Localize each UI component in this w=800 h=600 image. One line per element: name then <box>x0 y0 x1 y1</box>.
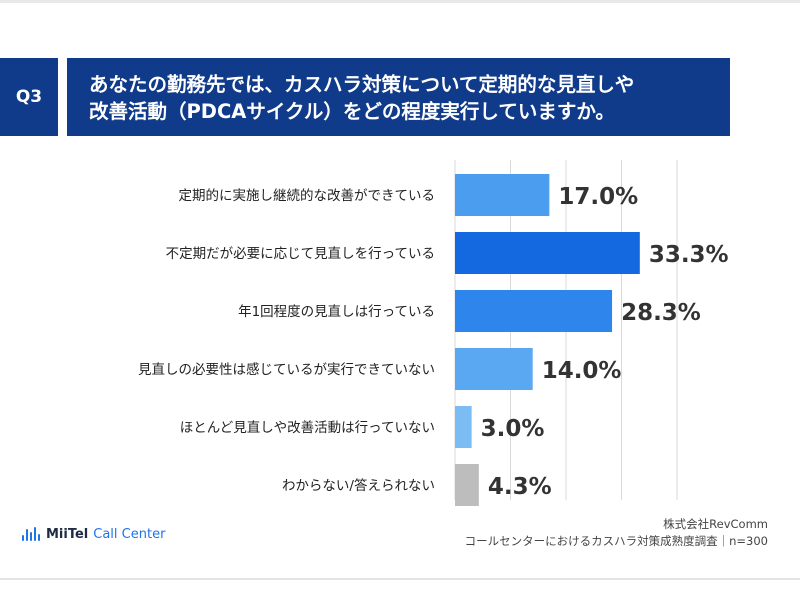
bar <box>455 406 472 448</box>
source-company: 株式会社RevComm <box>663 517 768 531</box>
sound-wave-icon <box>22 527 40 541</box>
category-label: 定期的に実施し継続的な改善ができている <box>179 188 436 204</box>
category-label: 不定期だが必要に応じて見直しを行っている <box>166 246 435 262</box>
source-note: 株式会社RevComm コールセンターにおけるカスハラ対策成熟度調査｜n=300 <box>465 516 768 550</box>
bar <box>455 348 533 390</box>
source-survey: コールセンターにおけるカスハラ対策成熟度調査｜n=300 <box>464 534 768 548</box>
miitel-logo: MiiTel Call Center <box>22 522 165 546</box>
bar <box>455 290 613 332</box>
value-label: 14.0% <box>542 358 622 384</box>
bar <box>455 464 479 506</box>
value-label: 3.0% <box>481 416 545 442</box>
question-number-badge: Q3 <box>0 58 58 136</box>
value-label: 33.3% <box>649 242 729 268</box>
bottom-divider <box>0 578 800 580</box>
top-divider <box>0 0 800 3</box>
value-label: 17.0% <box>558 184 638 210</box>
question-text-line2: 改善活動（PDCAサイクル）をどの程度実行していますか。 <box>89 100 615 123</box>
category-label: ほとんど見直しや改善活動は行っていない <box>180 420 435 436</box>
logo-sub: Call Center <box>93 526 166 542</box>
category-label: 見直しの必要性は感じているが実行できていない <box>138 361 435 378</box>
category-label: わからない/答えられない <box>282 477 435 494</box>
bar <box>455 232 640 274</box>
logo-brand: MiiTel <box>46 526 89 542</box>
category-label: 年1回程度の見直しは行っている <box>238 304 435 320</box>
question-banner: あなたの勤務先では、カスハラ対策について定期的な見直しや 改善活動（PDCAサイ… <box>67 58 730 136</box>
value-label: 4.3% <box>488 474 552 500</box>
bar <box>455 174 550 216</box>
bar-chart: 定期的に実施し継続的な改善ができている 17.0% 不定期だが必要に応じて見直しを行… <box>138 160 729 506</box>
value-label: 28.3% <box>621 300 701 326</box>
question-text-line1: あなたの勤務先では、カスハラ対策について定期的な見直しや <box>89 73 635 96</box>
